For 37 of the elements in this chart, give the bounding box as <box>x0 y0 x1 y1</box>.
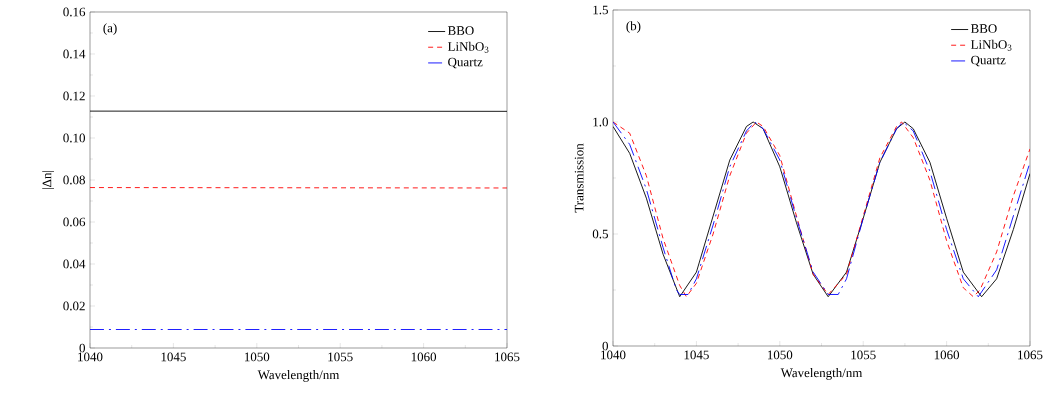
x-axis-title: Wavelength/nm <box>257 370 340 382</box>
y-tick-label: 0.06 <box>63 217 86 227</box>
legend-label: Quartz <box>448 57 483 69</box>
x-tick-label: 1060 <box>411 352 437 362</box>
y-tick-label: 1.5 <box>593 5 608 15</box>
y-tick-label: 0.10 <box>63 133 85 143</box>
x-tick-label: 1055 <box>851 350 876 360</box>
x-tick-label: 1050 <box>244 352 270 362</box>
x-tick-label: 1065 <box>495 352 520 362</box>
legend-label: BBO <box>970 24 997 33</box>
y-tick-label: 0.14 <box>63 49 86 59</box>
annotation: (b) <box>626 21 641 33</box>
annotation: (a) <box>103 23 117 35</box>
x-tick-label: 1055 <box>328 352 353 362</box>
y-tick-label: 0 <box>602 341 608 351</box>
x-tick-label: 1040 <box>78 352 103 362</box>
y-tick-label: 0 <box>79 343 85 353</box>
y-axis-title: Transmission <box>574 143 584 213</box>
legend-label: LiNbO$_{3}$ <box>970 39 1012 51</box>
legend-label: Quartz <box>971 55 1006 67</box>
legend-label: BBO <box>447 26 474 35</box>
y-tick-label: 0.04 <box>63 259 86 269</box>
x-tick-label: 1050 <box>768 350 793 360</box>
x-tick-label: 1045 <box>161 352 186 362</box>
x-tick-label: 1060 <box>934 350 960 360</box>
y-tick-label: 1.0 <box>593 117 608 127</box>
y-tick-label: 0.5 <box>592 229 608 239</box>
x-tick-label: 1040 <box>601 350 626 360</box>
legend-label: LiNbO$_{3}$ <box>447 41 489 53</box>
x-tick-label: 1065 <box>1018 350 1043 360</box>
y-tick-label: 0.12 <box>63 91 85 101</box>
y-axis-title: |Δn| <box>42 170 54 190</box>
x-tick-label: 1045 <box>684 350 709 360</box>
y-tick-label: 0.08 <box>63 175 85 185</box>
y-tick-label: 0.02 <box>63 301 85 311</box>
x-axis-title: Wavelength/nm <box>780 368 863 380</box>
y-tick-label: 0.16 <box>63 7 86 17</box>
